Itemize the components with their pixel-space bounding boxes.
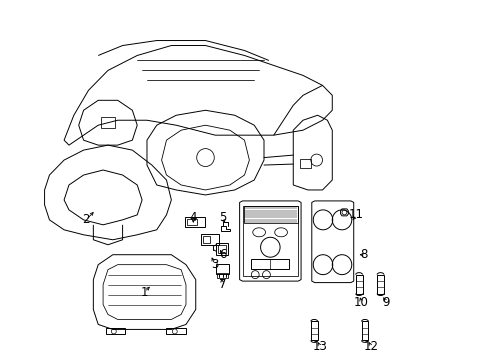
Bar <box>218 245 225 253</box>
Bar <box>376 275 383 293</box>
Text: 6: 6 <box>218 248 226 261</box>
Bar <box>355 275 362 293</box>
Bar <box>243 206 298 223</box>
Bar <box>361 321 367 340</box>
Bar <box>217 273 227 278</box>
Text: 9: 9 <box>382 296 389 309</box>
Text: 8: 8 <box>360 248 367 261</box>
Text: 1: 1 <box>141 285 148 298</box>
Bar <box>101 117 115 128</box>
Text: 13: 13 <box>312 340 327 354</box>
Bar <box>105 328 125 334</box>
Bar <box>200 234 219 245</box>
Text: 5: 5 <box>219 211 226 224</box>
Bar <box>250 259 288 269</box>
Text: 4: 4 <box>189 211 197 224</box>
Text: 10: 10 <box>353 296 368 309</box>
Bar <box>166 328 185 334</box>
Text: 7: 7 <box>218 278 226 291</box>
Bar <box>184 217 205 227</box>
Bar <box>216 243 227 255</box>
Bar <box>300 159 310 167</box>
Bar <box>216 264 228 274</box>
Bar <box>186 219 196 225</box>
Text: 12: 12 <box>363 340 378 354</box>
Text: 3: 3 <box>211 258 219 271</box>
Text: 2: 2 <box>82 213 90 226</box>
Bar <box>203 236 209 243</box>
Bar <box>310 321 317 340</box>
Text: 11: 11 <box>348 208 364 221</box>
